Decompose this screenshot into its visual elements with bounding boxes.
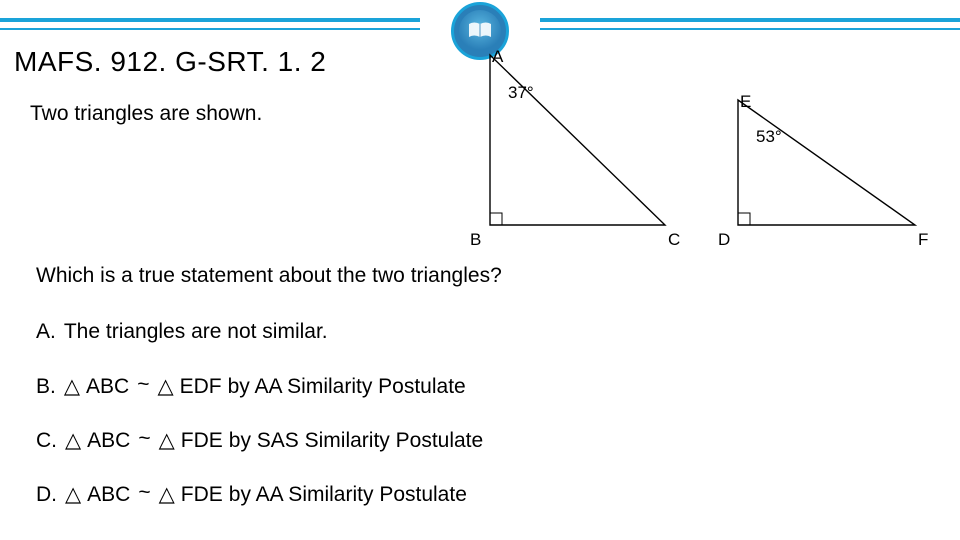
svg-text:A: A xyxy=(492,50,504,66)
triangle-name: ABC xyxy=(86,375,129,399)
similar-icon: ~ xyxy=(136,481,152,505)
answer-label: C. xyxy=(36,429,57,453)
triangle-name: ABC xyxy=(87,429,130,453)
svg-text:B: B xyxy=(470,230,481,249)
svg-text:D: D xyxy=(718,230,730,249)
triangle-icon: △ xyxy=(64,374,80,399)
answer-option-a[interactable]: A. The triangles are not similar. xyxy=(36,320,328,344)
svg-text:E: E xyxy=(740,92,751,111)
standard-code: MAFS. 912. G-SRT. 1. 2 xyxy=(14,46,326,78)
triangle-icon: △ xyxy=(159,482,175,507)
svg-text:53°: 53° xyxy=(756,127,782,146)
answer-tail: by AA Similarity Postulate xyxy=(228,375,466,399)
similar-icon: ~ xyxy=(135,373,151,397)
prompt-text: Two triangles are shown. xyxy=(30,102,262,126)
answer-label: A. xyxy=(36,320,56,344)
triangles-diagram: A B C 37° E D F 53° xyxy=(430,50,930,250)
answer-option-c[interactable]: C. △ABC ~ △FDE by SAS Similarity Postula… xyxy=(36,428,483,453)
triangle-name: ABC xyxy=(87,483,130,507)
answer-option-d[interactable]: D. △ABC ~ △FDE by AA Similarity Postulat… xyxy=(36,482,467,507)
answer-option-b[interactable]: B. △ABC ~ △EDF by AA Similarity Postulat… xyxy=(36,374,466,399)
triangle-icon: △ xyxy=(157,374,173,399)
svg-text:F: F xyxy=(918,230,928,249)
answer-tail: by SAS Similarity Postulate xyxy=(229,429,483,453)
triangle-icon: △ xyxy=(65,428,81,453)
svg-text:37°: 37° xyxy=(508,83,534,102)
triangle-icon: △ xyxy=(65,482,81,507)
answer-text: The triangles are not similar. xyxy=(64,320,328,344)
book-icon xyxy=(459,10,501,52)
triangle-icon: △ xyxy=(159,428,175,453)
triangle-name: FDE xyxy=(181,483,223,507)
triangle-name: FDE xyxy=(181,429,223,453)
answer-tail: by AA Similarity Postulate xyxy=(229,483,467,507)
question-text: Which is a true statement about the two … xyxy=(36,264,502,288)
answer-label: D. xyxy=(36,483,57,507)
triangle-name: EDF xyxy=(180,375,222,399)
svg-text:C: C xyxy=(668,230,680,249)
similar-icon: ~ xyxy=(136,427,152,451)
answer-label: B. xyxy=(36,375,56,399)
